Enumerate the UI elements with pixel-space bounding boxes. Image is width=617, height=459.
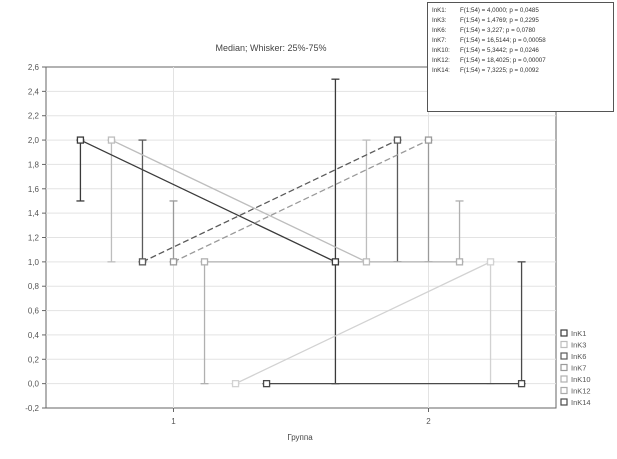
legend-label: InK7 [571,364,586,373]
stats-text: F(1;54) = 3,227; p = 0,0780 [460,27,536,35]
median-marker [424,136,433,144]
legend-swatch [560,340,568,349]
stats-text: F(1;54) = 16,5144; p = 0,00058 [460,37,546,45]
median-marker [331,258,340,266]
median-marker [169,258,178,266]
legend-label: InK14 [571,398,591,407]
stats-row: InK3: F(1;54) = 1,4769; p = 0,2295 [432,16,609,26]
y-tick-label: 0,6 [28,307,40,316]
legend-swatch [560,363,568,372]
y-tick-label: 2,4 [28,87,40,96]
x-axis-label: Группа [287,433,313,442]
median-marker [517,379,526,388]
chart-title: Median; Whisker: 25%-75% [215,43,326,53]
y-tick-label: 0,4 [28,331,40,340]
y-tick-label: -0,2 [25,404,39,413]
median-marker [455,258,464,266]
statistics-box: InK1: F(1;54) = 4,0000; p = 0,0485 InK3: F(… [427,2,614,112]
stats-row: InK1: F(1;54) = 4,0000; p = 0,0485 [432,6,609,16]
stats-row: InK6: F(1;54) = 3,227; p = 0,0780 [432,26,609,36]
legend-swatch [560,352,568,360]
y-tick-label: 1,8 [28,160,40,169]
y-tick-label: 2,0 [28,136,40,145]
legend-label: InK6 [571,352,586,361]
median-marker [76,136,85,144]
legend-label: InK12 [571,387,591,396]
y-tick-label: 0,8 [28,282,40,291]
legend: InK1 InK3 InK6 InK7 InK10 InK12 InK14 [560,329,591,407]
stats-text: F(1;54) = 4,0000; p = 0,0485 [460,7,539,14]
stats-row: InK7: F(1;54) = 16,5144; p = 0,00058 [432,36,609,46]
stats-text: F(1;54) = 18,4025; p = 0,00007 [460,57,546,65]
series-line [80,139,336,263]
y-tick-label: 2,6 [28,63,40,72]
median-marker [138,258,147,266]
legend-label: InK3 [571,341,586,350]
series-line [173,139,429,263]
y-tick-labels: -0,2 0,0 0,2 0,4 0,6 0,8 1,0 1,2 1,4 1,6 1,8 2,0 2,2… [25,63,46,413]
y-tick-label: 1,2 [28,234,40,243]
series-lines [80,139,522,385]
stats-variable: InK6: [432,27,447,35]
stats-variable: InK7: [432,37,447,45]
series-line [111,139,367,263]
stats-text: F(1;54) = 7,3225; p = 0,0092 [460,67,539,75]
x-tick-label: 1 [171,417,176,426]
stats-row: InK14: F(1;54) = 7,3225; p = 0,0092 [432,66,609,76]
median-marker [486,258,495,266]
median-marker [362,258,371,266]
stats-row: InK10: F(1;54) = 5,3442; p = 0,0246 [432,46,609,56]
series-line [142,139,398,263]
median-marker [107,136,116,144]
median-marker [200,258,209,266]
stats-variable: InK10: [432,47,450,55]
median-marker [231,379,240,388]
legend-label: InK10 [571,375,591,384]
stats-text: F(1;54) = 1,4769; p = 0,2295 [460,17,539,25]
stats-row: InK12: F(1;54) = 18,4025; p = 0,00007 [432,56,609,66]
y-tick-label: 0,2 [28,355,40,364]
legend-swatch [560,375,568,383]
stats-variable: InK3: [432,17,447,25]
stats-variable: InK12: [432,57,450,65]
x-tick-label: 2 [426,417,431,426]
series-markers [76,136,526,388]
y-tick-label: 2,2 [28,112,40,121]
y-tick-label: 1,6 [28,185,40,194]
median-marker [393,136,402,144]
stats-text: F(1;54) = 5,3442; p = 0,0246 [460,47,539,55]
legend-swatch [560,398,568,406]
y-tick-label: 1,4 [28,209,40,218]
stats-variable: InK14: [432,67,450,75]
y-tick-label: 1,0 [28,258,40,267]
median-marker [262,379,271,388]
legend-swatch [560,329,568,337]
legend-label: InK1 [571,329,586,338]
legend-swatch [560,386,568,395]
y-tick-label: 0,0 [28,380,40,389]
stats-variable: InK1: [432,7,447,14]
series-line [235,261,491,385]
